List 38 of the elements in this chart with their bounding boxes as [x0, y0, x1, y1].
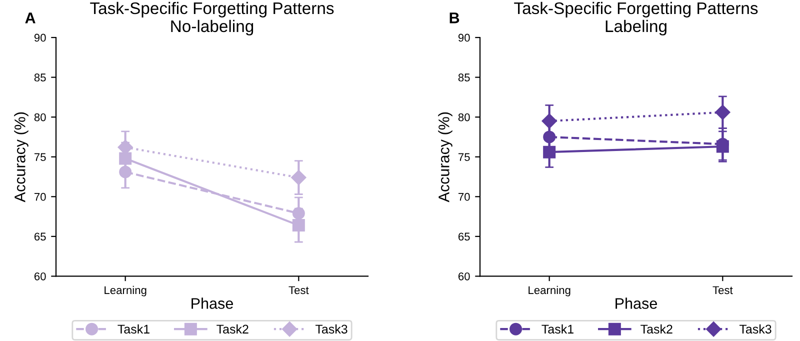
y-tick-label: 65	[458, 232, 470, 241]
y-tick-label: 60	[458, 272, 470, 280]
legend-label: Task1	[542, 324, 574, 334]
y-tick-label: 90	[34, 34, 46, 42]
text: B	[450, 12, 460, 24]
point	[292, 219, 305, 232]
point	[543, 146, 556, 158]
point	[716, 140, 729, 153]
y-tick-label: 75	[34, 153, 46, 161]
legend-label: Task2	[640, 324, 672, 334]
y-tick-label: 70	[34, 192, 46, 201]
legend-label: Task2	[216, 324, 248, 334]
y-tick-label: 85	[34, 74, 46, 82]
y-axis-title: Accuracy (%)	[14, 112, 28, 202]
y-tick-label: 65	[34, 232, 46, 241]
x-axis-title: Phase	[192, 298, 233, 309]
chart-title: Task-Specific Forgetting Patterns Labeling	[514, 2, 758, 36]
point	[715, 104, 730, 120]
y-tick-label: 70	[458, 192, 470, 201]
legend-label: Task3	[315, 324, 348, 334]
y-tick-label: 80	[34, 113, 46, 122]
y-tick-label: 90	[458, 34, 470, 42]
y-axis-title: Accuracy (%)	[438, 112, 452, 202]
y-tick-label: 80	[458, 113, 470, 122]
y-tick-label: 85	[458, 74, 470, 82]
point	[291, 170, 306, 186]
legend-label: Task1	[118, 324, 150, 334]
text: A	[25, 12, 36, 24]
y-tick-label: 60	[34, 272, 46, 280]
x-tick-label: Test	[288, 286, 309, 294]
chart-title: Task-Specific Forgetting Patterns No-labeling	[90, 2, 334, 36]
point	[542, 113, 557, 129]
legend-label: Task3	[739, 324, 772, 334]
y-tick-label: 75	[458, 153, 470, 161]
x-tick-label: Learning	[104, 286, 146, 296]
x-tick-label: Test	[712, 286, 733, 294]
x-axis-title: Phase	[616, 298, 657, 309]
x-tick-label: Learning	[528, 286, 570, 296]
